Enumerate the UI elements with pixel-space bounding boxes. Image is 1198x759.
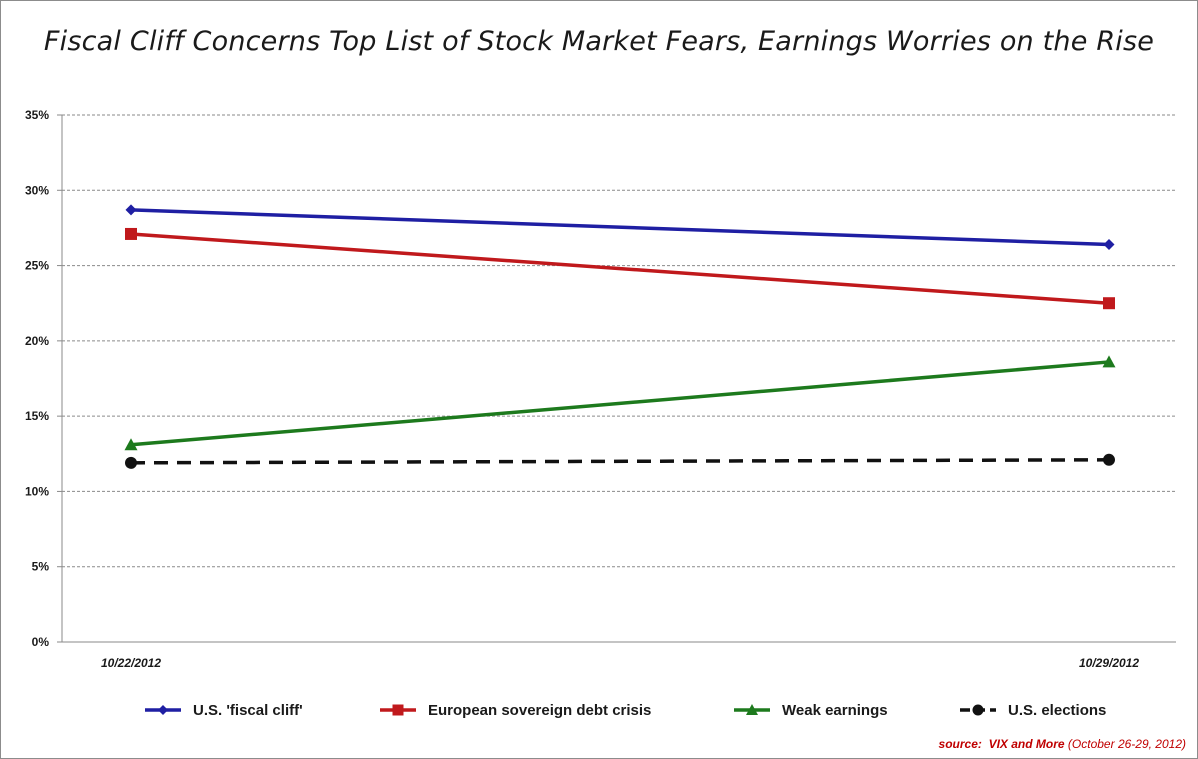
data-point <box>1104 239 1115 250</box>
legend-marker <box>973 705 984 716</box>
legend-swatch <box>378 699 426 721</box>
x-tick-label: 10/29/2012 <box>1079 656 1139 670</box>
y-tick-label: 20% <box>25 334 49 348</box>
legend-swatch <box>958 699 1006 721</box>
series-line <box>131 460 1109 463</box>
x-axis-tick-labels: 10/22/2012 10/29/2012 <box>101 656 1139 670</box>
series-line <box>131 234 1109 303</box>
legend-swatch <box>143 699 191 721</box>
legend-label: U.S. elections <box>1008 702 1106 719</box>
series-line <box>131 210 1109 245</box>
legend-marker <box>158 705 168 715</box>
y-tick-label: 15% <box>25 409 49 423</box>
y-tick-label: 0% <box>32 635 50 649</box>
data-point <box>1103 454 1115 466</box>
source-note: source: VIX and More (October 26-29, 201… <box>939 737 1186 751</box>
legend-swatch <box>732 699 780 721</box>
source-label: source: <box>939 737 982 751</box>
legend-item: European sovereign debt crisis <box>378 699 651 721</box>
source-name: VIX and More <box>989 737 1065 751</box>
data-point <box>126 204 137 215</box>
series-lines <box>125 204 1116 468</box>
legend-item: U.S. 'fiscal cliff' <box>143 699 303 721</box>
legend-marker <box>393 705 404 716</box>
y-tick-label: 35% <box>25 108 49 122</box>
legend-label: European sovereign debt crisis <box>428 702 651 719</box>
data-point <box>125 457 137 469</box>
y-tick-label: 25% <box>25 259 49 273</box>
axes <box>57 115 1176 642</box>
grid-lines <box>62 115 1176 567</box>
y-tick-label: 30% <box>25 183 49 197</box>
series-circle <box>125 454 1115 469</box>
source-detail: (October 26-29, 2012) <box>1068 737 1186 751</box>
legend-label: U.S. 'fiscal cliff' <box>193 702 303 719</box>
legend-item: Weak earnings <box>732 699 888 721</box>
y-axis-tick-labels: 0% 5% 10% 15% 20% 25% 30% 35% <box>25 108 49 649</box>
plot-area: 0% 5% 10% 15% 20% 25% 30% 35% 10/22/2012 10/29/2… <box>0 0 1198 700</box>
legend-label: Weak earnings <box>782 702 888 719</box>
series-triangle <box>125 355 1116 450</box>
data-point <box>125 228 137 240</box>
y-tick-label: 10% <box>25 484 49 498</box>
series-line <box>131 362 1109 445</box>
y-tick-label: 5% <box>32 560 50 574</box>
data-point <box>1103 297 1115 309</box>
legend: U.S. 'fiscal cliff' European sovereign de… <box>0 699 1198 721</box>
x-tick-label: 10/22/2012 <box>101 656 161 670</box>
legend-item: U.S. elections <box>958 699 1106 721</box>
